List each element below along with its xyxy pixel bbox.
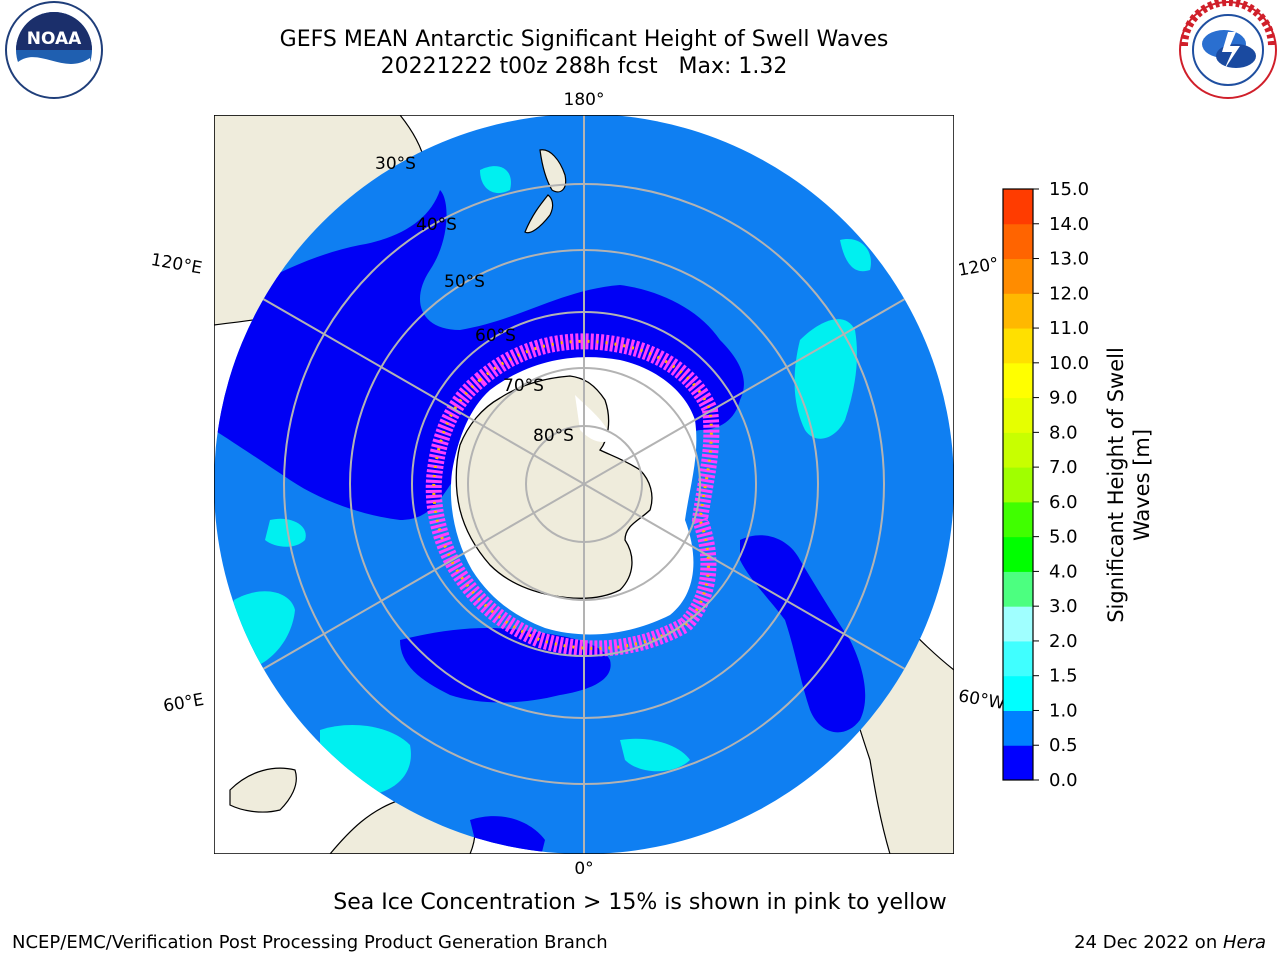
colorbar-tick-label: 13.0	[1049, 249, 1089, 270]
colorbar-tick-label: 7.0	[1049, 457, 1078, 478]
colorbar-label-line2: Waves [m]	[1130, 429, 1154, 541]
map-subtitle: 20221222 t00z 288h fcst Max: 1.32	[380, 54, 788, 79]
lat-label-30s: 30°S	[375, 154, 416, 174]
svg-text:NOAA: NOAA	[27, 29, 82, 49]
colorbar-tick-label: 1.5	[1049, 666, 1078, 687]
colorbar-tick-label: 0.5	[1049, 735, 1078, 756]
footer-host: Hera	[1222, 932, 1266, 953]
colorbar-tick-label: 15.0	[1049, 179, 1089, 200]
colorbar-tick-label: 2.0	[1049, 631, 1078, 652]
lat-label-70s: 70°S	[503, 376, 544, 396]
lat-label-60s: 60°S	[475, 326, 516, 346]
parallel-labels: 30°S 40°S 50°S 60°S 70°S 80°S	[375, 154, 574, 446]
lon-label-60e: 60°E	[162, 690, 206, 717]
colorbar-segment	[1003, 189, 1033, 225]
lat-label-80s: 80°S	[533, 426, 574, 446]
sea-ice-caption: Sea Ice Concentration > 15% is shown in …	[333, 890, 947, 915]
colorbar-segment	[1003, 606, 1033, 642]
nws-logo	[1179, 0, 1277, 99]
colorbar-segment	[1003, 328, 1033, 364]
lon-label-120e: 120°E	[149, 250, 203, 279]
colorbar-segment	[1003, 571, 1033, 607]
colorbar-tick-label: 3.0	[1049, 596, 1078, 617]
colorbar-segment	[1003, 710, 1033, 746]
colorbar-segment	[1003, 467, 1033, 503]
colorbar-segment	[1003, 397, 1033, 433]
colorbar-tick-label: 4.0	[1049, 561, 1078, 582]
colorbar-frame	[1002, 188, 1034, 781]
noaa-logo: NOAA	[5, 1, 103, 99]
footer-date: 24 Dec 2022 on Hera	[1074, 932, 1266, 953]
new-zealand	[524, 149, 567, 234]
colorbar-tick-label: 5.0	[1049, 527, 1078, 548]
colorbar-tick-label: 1.0	[1049, 700, 1078, 721]
colorbar-segment	[1003, 675, 1033, 711]
colorbar-tick-label: 9.0	[1049, 388, 1078, 409]
colorbar-segment	[1003, 362, 1033, 399]
colorbar-segment	[1003, 640, 1033, 677]
colorbar-segment	[1003, 223, 1033, 260]
colorbar-segment	[1003, 745, 1033, 781]
colorbar-tick-label: 0.0	[1049, 770, 1078, 791]
lon-label-120w: 120°	[957, 254, 1001, 281]
colorbar-segment	[1003, 501, 1033, 538]
colorbar-tick-label: 8.0	[1049, 422, 1078, 443]
colorbar-segment	[1003, 293, 1033, 329]
lat-label-50s: 50°S	[444, 272, 485, 292]
colorbar-tick-label: 14.0	[1049, 214, 1089, 235]
colorbar-segment	[1003, 432, 1033, 468]
colorbar-tick-label: 11.0	[1049, 318, 1089, 339]
footer-credit: NCEP/EMC/Verification Post Processing Pr…	[12, 932, 608, 953]
colorbar-title: Significant Height of Swell Waves [m]	[1104, 347, 1154, 623]
colorbar-tick-label: 10.0	[1049, 353, 1089, 374]
lat-label-40s: 40°S	[416, 215, 457, 235]
colorbar-segment	[1003, 258, 1033, 294]
colorbar-label-line1: Significant Height of Swell	[1104, 347, 1128, 623]
footer-date-text: 24 Dec 2022 on	[1074, 932, 1223, 953]
map-title: GEFS MEAN Antarctic Significant Height o…	[279, 27, 889, 52]
lon-label-0: 0°	[574, 859, 593, 879]
colorbar-tick-label: 12.0	[1049, 283, 1089, 304]
map-area: 30°S 40°S 50°S 60°S 70°S 80°S	[214, 115, 954, 854]
colorbar: 0.0 0.5 1.0 1.5 2.0 3.0 4.0 5.0 6.0 7.0 8.0 9.0 10.0…	[1002, 179, 1089, 791]
colorbar-segment	[1003, 536, 1033, 572]
lon-label-180: 180°	[564, 90, 605, 110]
graticule	[214, 115, 954, 854]
lon-label-60w: 60°W	[957, 686, 1007, 714]
colorbar-tick-label: 6.0	[1049, 492, 1078, 513]
